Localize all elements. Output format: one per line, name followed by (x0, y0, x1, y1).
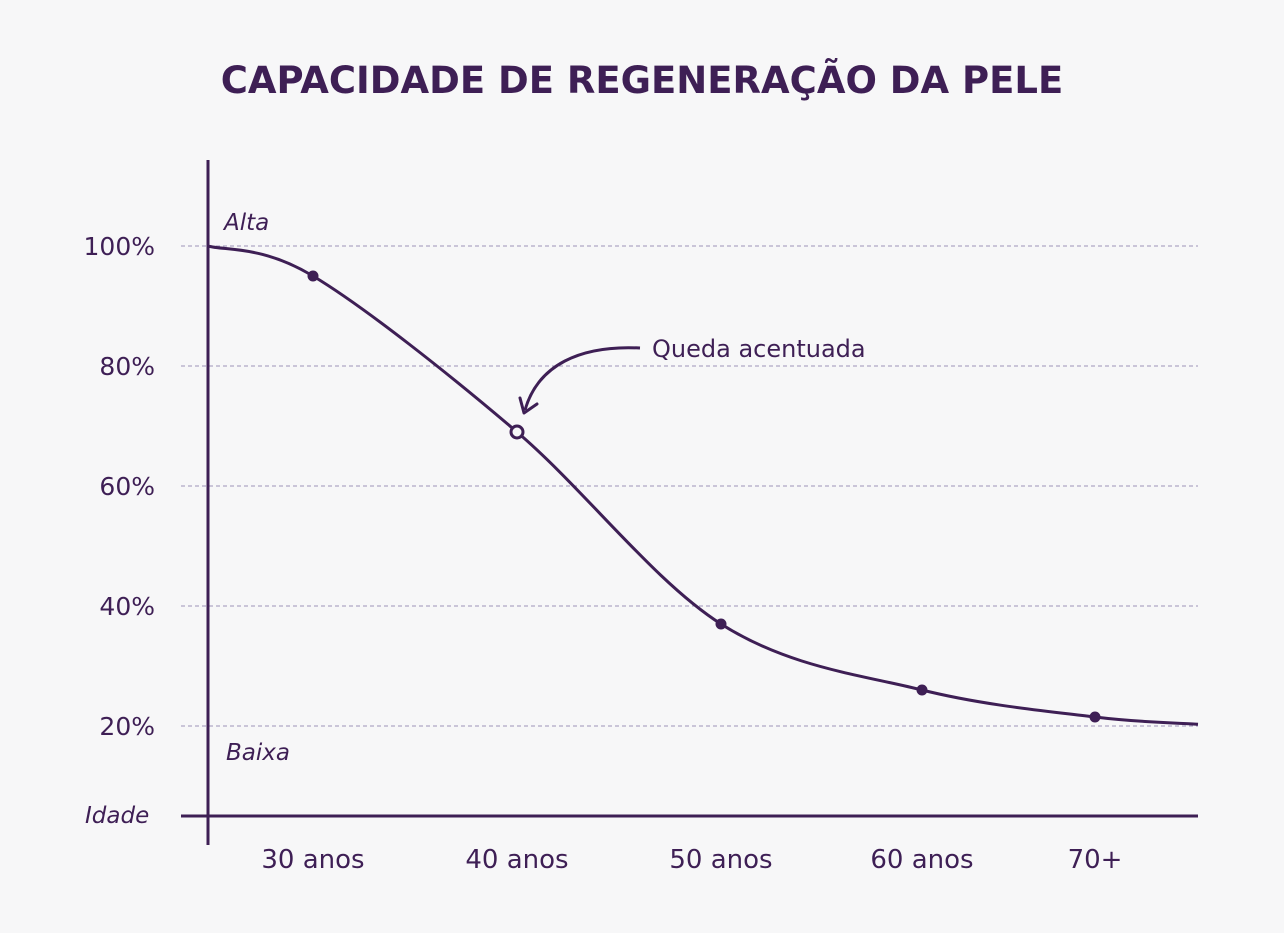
x-tick-labels: 30 anos 40 anos 50 anos 60 anos 70+ (261, 845, 1122, 875)
data-point (1089, 711, 1101, 723)
data-point (916, 684, 928, 696)
annotation: Queda acentuada (518, 335, 866, 415)
y-tick-label: 80% (99, 352, 155, 381)
x-tick-label: 40 anos (465, 845, 568, 875)
annotation-arrowhead (518, 396, 539, 415)
annotation-arrow (523, 346, 641, 411)
y-tick-label: 60% (99, 472, 155, 501)
x-tick-label: 60 anos (870, 845, 973, 875)
x-tick-label: 50 anos (669, 845, 772, 875)
x-axis-label: Idade (85, 803, 149, 829)
series-line (207, 244, 1199, 726)
x-tick-label: 30 anos (261, 845, 364, 875)
level-label-high: Alta (222, 210, 269, 236)
annotation-text: Queda acentuada (652, 335, 866, 363)
data-point (715, 618, 727, 630)
y-tick-label: 40% (99, 592, 155, 621)
grid-lines (181, 245, 1198, 727)
data-point (307, 270, 319, 282)
x-tick-label: 70+ (1068, 845, 1123, 875)
y-tick-labels: 100% 80% 60% 40% 20% (84, 232, 155, 741)
data-point-highlight (509, 424, 525, 440)
y-tick-label: 20% (99, 712, 155, 741)
data-points (307, 270, 1101, 723)
level-label-low: Baixa (226, 740, 290, 766)
chart-title: CAPACIDADE DE REGENERAÇÃO DA PELE (221, 58, 1064, 102)
y-tick-label: 100% (84, 232, 155, 261)
